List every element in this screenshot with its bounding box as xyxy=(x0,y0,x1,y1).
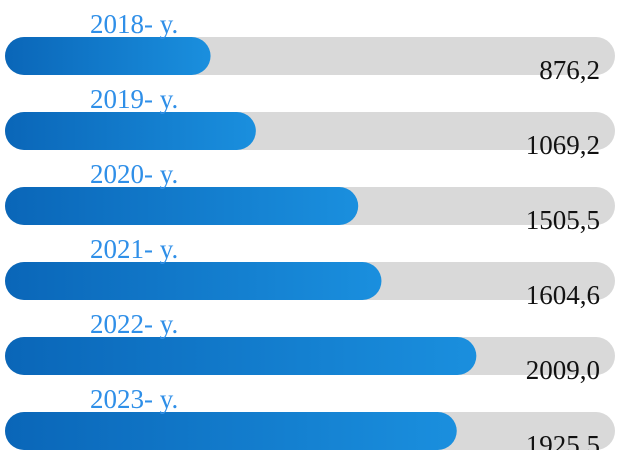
category-label: 2023- y. xyxy=(90,384,178,414)
bar xyxy=(5,262,382,300)
bar xyxy=(5,187,359,225)
bar xyxy=(5,112,256,150)
category-label: 2018- y. xyxy=(90,9,178,39)
value-label: 1069,2 xyxy=(526,130,600,160)
bar xyxy=(5,37,211,75)
value-label: 1925,5 xyxy=(526,430,600,450)
value-label: 1505,5 xyxy=(526,205,600,235)
category-label: 2019- y. xyxy=(90,84,178,114)
bar xyxy=(5,412,457,450)
value-label: 876,2 xyxy=(539,55,600,85)
value-label: 2009,0 xyxy=(526,355,600,385)
value-label: 1604,6 xyxy=(526,280,600,310)
category-label: 2022- y. xyxy=(90,309,178,339)
bar xyxy=(5,337,477,375)
category-label: 2020- y. xyxy=(90,159,178,189)
category-label: 2021- y. xyxy=(90,234,178,264)
